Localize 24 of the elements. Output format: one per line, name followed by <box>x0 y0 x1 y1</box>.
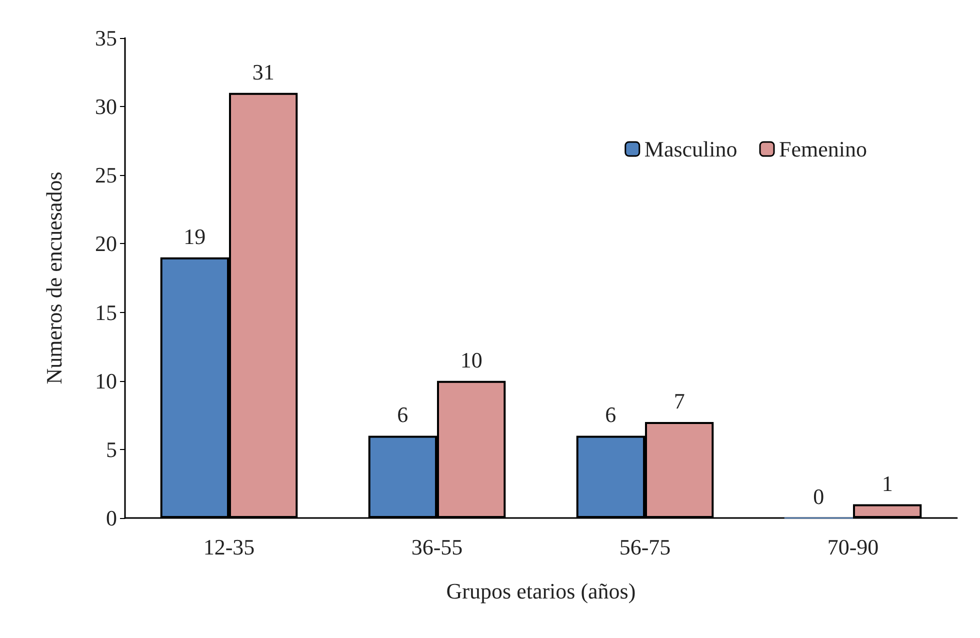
y-tick-label: 20 <box>95 231 117 256</box>
y-tick-label: 10 <box>95 368 117 394</box>
y-tick-label: 25 <box>95 162 117 188</box>
x-tick-label: 36-55 <box>411 534 463 560</box>
data-label: 0 <box>813 484 824 509</box>
data-label: 19 <box>184 224 206 249</box>
data-label: 31 <box>252 59 274 84</box>
legend-label: Masculino <box>644 136 738 162</box>
data-label: 7 <box>674 388 685 414</box>
y-tick-label: 0 <box>106 506 117 530</box>
data-label: 6 <box>605 402 616 428</box>
y-axis-title: Numeros de encuesados <box>42 172 66 384</box>
data-label: 10 <box>460 347 482 372</box>
legend-label: Femenino <box>779 136 868 162</box>
y-tick-label: 15 <box>95 300 117 325</box>
y-tick-label: 5 <box>106 436 117 462</box>
x-tick-label: 12-35 <box>203 534 255 560</box>
data-label: 1 <box>882 470 893 496</box>
x-tick-label: 56-75 <box>619 534 671 560</box>
data-label: 6 <box>397 402 408 428</box>
x-axis-title: Grupos etarios (años) <box>446 578 636 604</box>
x-tick-label: 70-90 <box>827 534 879 560</box>
y-tick-label: 35 <box>95 26 117 50</box>
y-tick-label: 30 <box>95 94 117 120</box>
